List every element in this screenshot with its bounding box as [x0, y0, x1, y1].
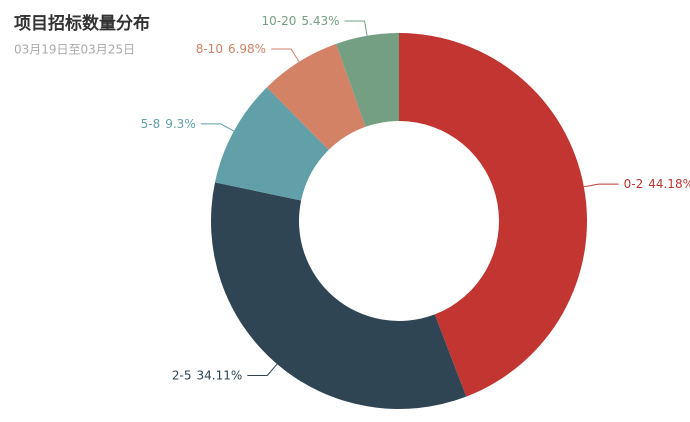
- slice-category: 10-20: [262, 13, 297, 27]
- slice-label: 5-8 9.3%: [141, 116, 196, 130]
- slice-label: 2-5 34.11%: [172, 368, 242, 382]
- slice-label: 8-10 6.98%: [196, 42, 266, 56]
- chart-subtitle: 03月19日至03月25日: [14, 43, 135, 57]
- leader-line: [271, 48, 300, 63]
- slice: [399, 33, 587, 397]
- slice: [210, 182, 467, 409]
- slice-value: 9.3%: [165, 116, 196, 130]
- chart-title: 项目招标数量分布: [14, 13, 150, 34]
- slice-label: 10-20 5.43%: [262, 13, 340, 27]
- slice: [215, 87, 329, 201]
- slice-category: 5-8: [141, 116, 161, 130]
- slice-value: 5.43%: [301, 13, 339, 27]
- slice-category: 2-5: [172, 368, 192, 382]
- slice: [336, 33, 399, 127]
- leader-line: [344, 20, 368, 36]
- leader-line: [247, 363, 278, 376]
- slice-value: 34.11%: [197, 368, 243, 382]
- slice-value: 6.98%: [228, 42, 266, 56]
- slice-label: 0-2 44.18%: [624, 177, 690, 191]
- leader-line: [200, 123, 235, 132]
- slice-category: 0-2: [624, 177, 644, 191]
- slice-category: 8-10: [196, 42, 223, 56]
- slice-value: 44.18%: [648, 177, 690, 191]
- slice: [266, 43, 366, 150]
- leader-line: [583, 183, 619, 188]
